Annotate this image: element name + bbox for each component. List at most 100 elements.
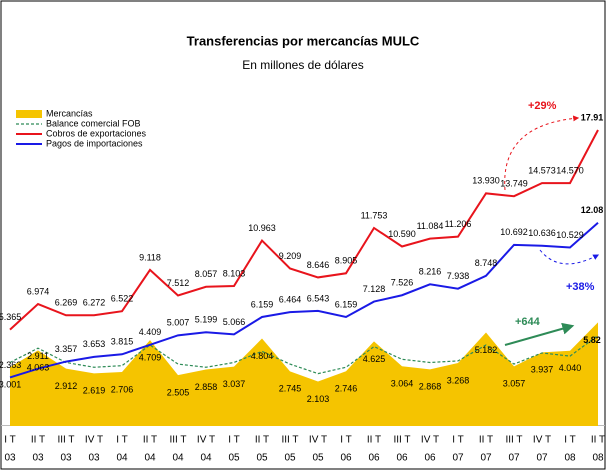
- data-label: 2.912: [55, 381, 78, 391]
- legend-label: Balance comercial FOB: [46, 118, 141, 128]
- data-label: 11.084: [417, 221, 444, 231]
- x-tick-label: IV T: [197, 435, 215, 446]
- x-tick-label: 05: [284, 453, 296, 464]
- data-label: 4.409: [139, 327, 162, 337]
- data-label: 7.512: [167, 278, 190, 288]
- x-tick-label: 05: [256, 453, 268, 464]
- data-label: 14.573: [528, 165, 556, 175]
- data-label: 14.570: [556, 166, 584, 176]
- x-tick-label: 06: [424, 453, 436, 464]
- area: [10, 322, 598, 426]
- data-label: 17.91: [581, 112, 604, 122]
- data-label: 8.905: [335, 256, 358, 266]
- x-tick-label: 04: [172, 453, 184, 464]
- x-tick-label: 07: [508, 453, 520, 464]
- x-tick-label: IV T: [309, 435, 327, 446]
- x-tick-label: III T: [169, 435, 186, 446]
- data-label: 7.526: [391, 278, 414, 288]
- data-label: 4.040: [559, 363, 582, 373]
- x-tick-label: 06: [340, 453, 352, 464]
- x-tick-label: 05: [312, 453, 324, 464]
- line: [9, 222, 599, 379]
- data-label: 12.08: [581, 205, 604, 215]
- data-label: 5.182: [475, 345, 498, 355]
- data-label: 2.619: [83, 386, 106, 396]
- data-label: 2.868: [419, 382, 442, 392]
- data-label: 4.804: [251, 351, 274, 361]
- data-label: 5.82: [583, 335, 601, 345]
- x-tick-label: 07: [480, 453, 492, 464]
- data-label: 6.974: [27, 286, 50, 296]
- data-label: 7.128: [363, 284, 386, 294]
- x-tick-label: 03: [32, 453, 44, 464]
- data-label: 9.209: [279, 251, 302, 261]
- x-tick-label: 03: [60, 453, 72, 464]
- legend-label: Cobros de exportaciones: [46, 128, 147, 138]
- x-tick-label: I T: [340, 435, 351, 446]
- data-label: 3.057: [503, 379, 526, 389]
- data-label: 10.590: [388, 229, 416, 239]
- chart-title: Transferencias por mercancías MULC: [187, 33, 420, 48]
- data-label: 2.911: [27, 351, 49, 361]
- x-tick-label: III T: [281, 435, 298, 446]
- data-label: 11.753: [361, 210, 388, 220]
- x-tick-label: 08: [564, 453, 576, 464]
- line: [9, 129, 599, 331]
- x-tick-label: 04: [116, 453, 128, 464]
- legend-label: Pagos de importaciones: [46, 138, 143, 148]
- annotation: +29%: [528, 100, 557, 112]
- data-label: 5.365: [0, 312, 21, 322]
- data-label: 8.103: [223, 268, 246, 278]
- data-label: 3.357: [55, 344, 78, 354]
- data-label: 3.937: [531, 365, 554, 375]
- data-label: 2.745: [279, 384, 302, 394]
- x-tick-label: II T: [31, 435, 45, 446]
- legend-swatch: [16, 110, 42, 118]
- data-label: 5.066: [223, 317, 246, 327]
- x-tick-label: IV T: [85, 435, 103, 446]
- x-tick-label: III T: [505, 435, 522, 446]
- x-tick-label: IV T: [533, 435, 551, 446]
- data-label: 2.858: [195, 382, 218, 392]
- x-tick-label: III T: [393, 435, 410, 446]
- arrow: [504, 115, 580, 191]
- x-tick-label: I T: [116, 435, 127, 446]
- data-label: 10.963: [248, 223, 276, 233]
- x-tick-label: II T: [255, 435, 269, 446]
- data-label: 3.064: [391, 379, 414, 389]
- x-tick-label: IV T: [421, 435, 439, 446]
- data-label: 2.103: [307, 394, 330, 404]
- data-label: 6.543: [307, 293, 330, 303]
- line: [9, 334, 599, 375]
- arrow: [539, 249, 600, 265]
- data-label: 10.636: [528, 228, 556, 238]
- data-label: 3.268: [447, 375, 470, 385]
- x-tick-label: III T: [57, 435, 74, 446]
- x-tick-label: 03: [88, 453, 100, 464]
- x-tick-label: II T: [143, 435, 157, 446]
- data-label: 8.057: [195, 269, 218, 279]
- x-tick-label: I T: [452, 435, 463, 446]
- data-label: 5.199: [195, 315, 218, 325]
- chart-subtitle: En millones de dólares: [242, 58, 363, 72]
- data-label: 2.706: [111, 384, 134, 394]
- data-label: 2.505: [167, 388, 190, 398]
- data-label: 6.159: [251, 299, 274, 309]
- data-label: 4.709: [139, 352, 162, 362]
- data-label: 13.930: [472, 176, 500, 186]
- x-tick-label: I T: [564, 435, 575, 446]
- data-label: 7.938: [447, 271, 470, 281]
- x-tick-label: 04: [144, 453, 156, 464]
- x-tick-label: II T: [591, 435, 605, 446]
- data-label: 9.118: [139, 252, 161, 262]
- data-label: 6.159: [335, 299, 358, 309]
- x-tick-label: 07: [452, 453, 464, 464]
- data-label: 13.749: [500, 179, 528, 189]
- data-label: 4.063: [27, 363, 50, 373]
- annotation: +38%: [566, 281, 595, 293]
- data-label: 3.037: [223, 379, 246, 389]
- x-tick-label: II T: [367, 435, 381, 446]
- x-tick-label: 04: [200, 453, 212, 464]
- data-label: 8.748: [475, 258, 498, 268]
